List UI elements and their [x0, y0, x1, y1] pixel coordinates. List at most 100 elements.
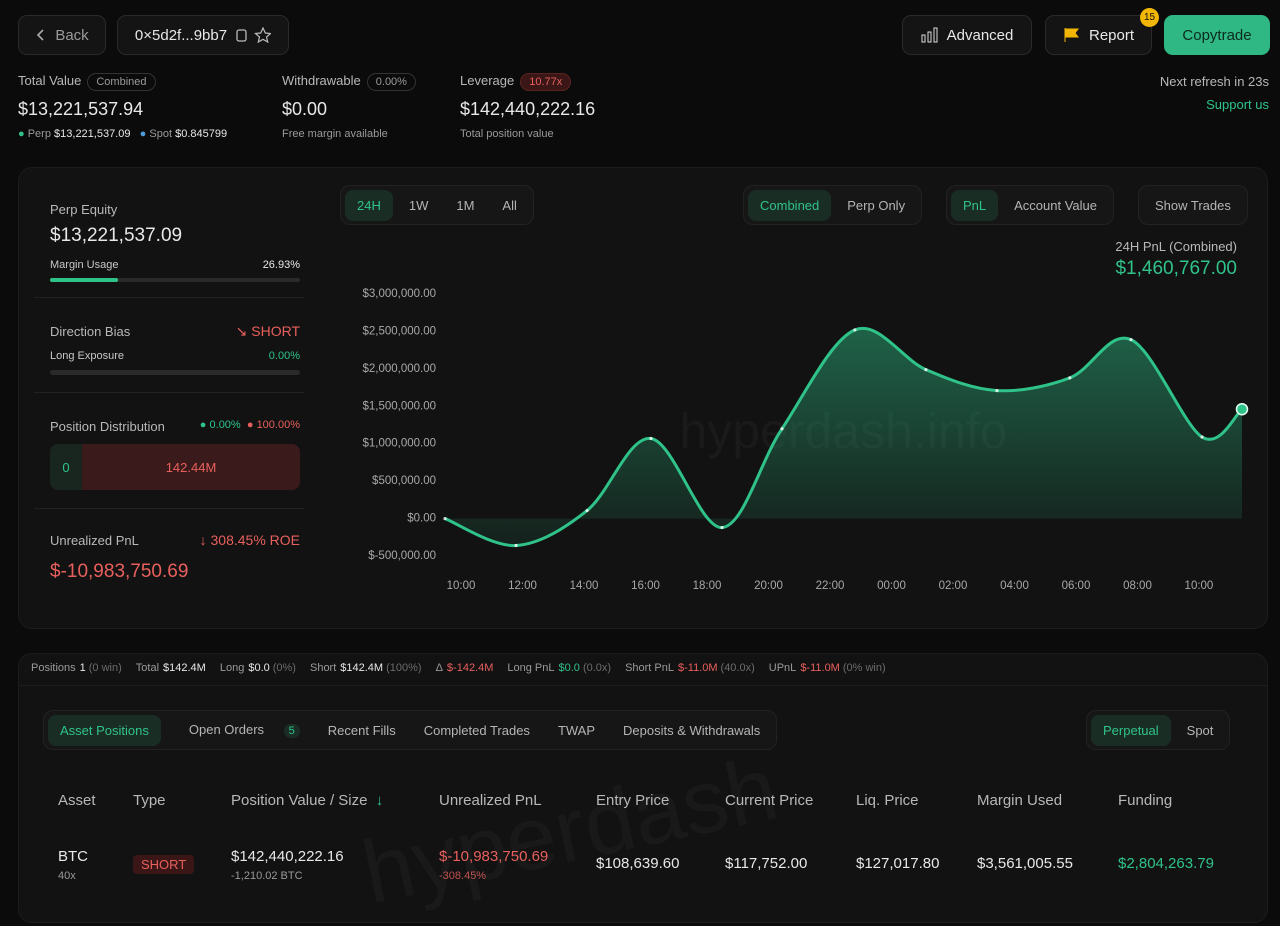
back-label: Back [55, 26, 89, 44]
stat-value: $-142.4M [446, 662, 494, 674]
position-tabs: Asset Positions Open Orders 5 Recent Fil… [43, 710, 778, 750]
stat-value: $0.0 [248, 662, 270, 674]
y-tick-label: $3,000,000.00 [362, 288, 436, 300]
y-tick-label: $1,500,000.00 [362, 400, 436, 412]
withdrawable: $0.00 [282, 99, 328, 119]
point [1129, 338, 1133, 342]
tab-badge: 5 [283, 724, 300, 738]
report-button[interactable]: Report [1045, 15, 1152, 55]
mode-tab[interactable]: Perp Only [847, 197, 906, 213]
market-tab[interactable]: Spot [1186, 722, 1214, 738]
report-label: Report [1088, 26, 1135, 44]
point [1235, 402, 1249, 416]
divider [19, 685, 1267, 686]
sort-arrow: ↓ [371, 792, 384, 809]
upnl-roe: ↓ 308.45% ROE [199, 532, 301, 548]
stat-label: Long [219, 662, 245, 674]
market-tab[interactable]: Perpetual [1091, 714, 1171, 746]
column-header[interactable]: Liq. Price [856, 792, 919, 809]
range-tabs: 24H 1W 1M All [340, 185, 534, 225]
column-header[interactable]: Unrealized PnL [439, 792, 542, 809]
tab[interactable]: Asset Positions [48, 714, 161, 746]
tab[interactable]: TWAP [557, 722, 596, 738]
pnl-label: 24H PnL (Combined) [1115, 239, 1237, 254]
report-badge: 15 [1140, 8, 1159, 27]
stat: Positions 1 (0 win) [31, 662, 122, 674]
range-tab[interactable]: 1W [408, 197, 429, 213]
stat: Total $142.4M [136, 662, 206, 674]
margin-track [50, 278, 300, 282]
positions-panel [18, 653, 1268, 923]
x-tick-label: 20:00 [754, 580, 783, 592]
upnl-label: Unrealized PnL [50, 533, 139, 548]
metric-tab[interactable]: PnL [951, 189, 999, 221]
long-dot: ● [199, 419, 207, 431]
market-tabs: Perpetual Spot [1086, 710, 1231, 750]
column-header[interactable]: Asset [58, 792, 96, 809]
metric-tab[interactable]: Account Value [1014, 197, 1098, 213]
show-trades-button[interactable]: Show Trades [1155, 197, 1231, 213]
point [443, 516, 447, 521]
tab[interactable]: Open Orders 5 [165, 714, 312, 746]
distribution-label: Position Distribution [50, 419, 165, 434]
leverage-label: Leverage [460, 73, 515, 88]
stat: Long PnL $0.0 (0.0x) [507, 662, 611, 674]
withdrawable-label: Withdrawable [282, 73, 361, 88]
mode-tabs: Combined Perp Only [743, 185, 923, 225]
long-exposure: 0.00% [268, 350, 300, 362]
point [1068, 376, 1072, 380]
dist-short-bar: 142.44M [165, 459, 217, 475]
column-header-text: Position Value / Size [231, 792, 368, 809]
bias-value: ↘ SHORT [235, 323, 300, 339]
column-header[interactable]: Entry Price [596, 792, 670, 809]
point [924, 368, 928, 372]
column-header[interactable]: Type [133, 792, 166, 809]
x-tick-label: 02:00 [939, 580, 968, 592]
stat-label: Total [135, 662, 160, 674]
spot-label: Spot [149, 128, 173, 140]
range-tab[interactable]: All [502, 197, 517, 213]
back-button[interactable]: Back [18, 15, 106, 55]
column-header[interactable]: Funding [1118, 792, 1173, 809]
point [720, 525, 724, 530]
withdrawable-sub: Free margin available [282, 128, 388, 140]
position-size: -1,210.02 BTC [231, 870, 303, 882]
support-link[interactable]: Support us [1206, 97, 1269, 112]
column-header[interactable]: Position Value / Size ↓ [231, 792, 383, 809]
divider [34, 297, 304, 298]
x-tick-label: 14:00 [570, 580, 599, 592]
x-tick-label: 00:00 [877, 580, 906, 592]
column-header[interactable]: Current Price [725, 792, 814, 809]
distribution-legend: ● 0.00% ● 100.00% [200, 419, 300, 431]
total-value-row: Total Value Combined [18, 73, 156, 91]
range-tab[interactable]: 1M [456, 197, 475, 213]
tab[interactable]: Completed Trades [423, 722, 530, 738]
point [649, 436, 653, 441]
column-header[interactable]: Margin Used [977, 792, 1063, 809]
asset-leverage: 40x [58, 870, 76, 882]
address-box[interactable]: 0×5d2f...9bb7 [117, 15, 289, 55]
stat-label: Short PnL [625, 662, 674, 674]
point [780, 427, 784, 431]
copytrade-button[interactable]: Copytrade [1164, 15, 1270, 55]
upnl-roe-text: 308.45% ROE [210, 532, 301, 548]
stat-value: 1 [79, 662, 86, 674]
mode-tab[interactable]: Combined [748, 189, 832, 221]
distribution-bar: 0 142.44M [50, 444, 300, 490]
point [995, 388, 999, 393]
stat: Δ $-142.4M [436, 662, 494, 674]
tab[interactable]: Deposits & Withdrawals [623, 722, 761, 738]
x-tick-label: 04:00 [1000, 580, 1029, 592]
position-value: $142,440,222.16 [231, 848, 344, 865]
y-tick-label: $2,500,000.00 [362, 325, 436, 337]
tab[interactable]: Recent Fills [327, 722, 396, 738]
stat-note: (0.0x) [582, 662, 612, 674]
refresh: Next refresh in 23s [1159, 74, 1269, 89]
funding: $2,804,263.79 [1118, 855, 1214, 872]
advanced-button[interactable]: Advanced [902, 15, 1032, 55]
range-tab[interactable]: 24H [345, 189, 393, 221]
area [445, 328, 1242, 546]
stat: Short $142.4M (100%) [310, 662, 422, 674]
stat-label: Positions [31, 662, 76, 674]
leverage-row: Leverage 10.77x [460, 73, 572, 91]
